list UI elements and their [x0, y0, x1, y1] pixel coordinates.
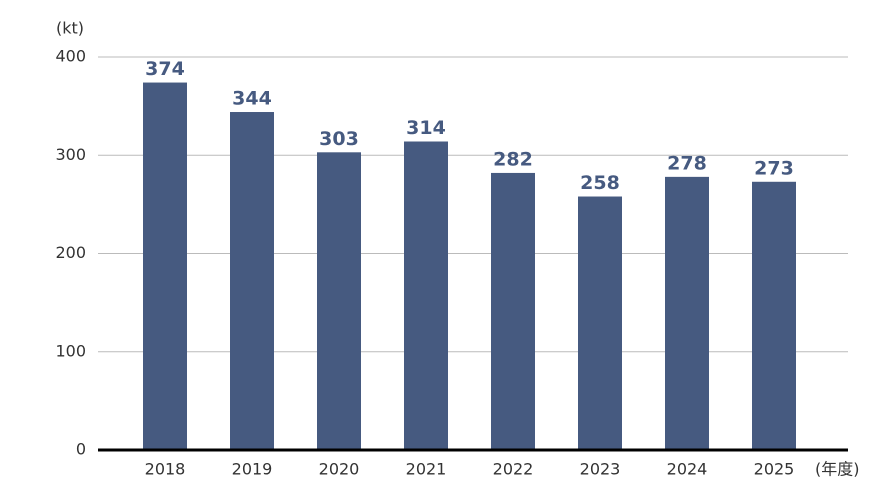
- y-tick-label: 100: [55, 341, 86, 360]
- value-label: 374: [145, 58, 185, 80]
- x-tick-label: 2021: [406, 460, 447, 479]
- bar: [578, 196, 622, 450]
- value-label: 303: [319, 128, 359, 150]
- x-tick-label: 2023: [580, 460, 621, 479]
- value-label: 314: [406, 117, 446, 139]
- y-tick-label: 400: [55, 47, 86, 66]
- x-tick-label: 2025: [754, 460, 795, 479]
- y-tick-label: 200: [55, 243, 86, 262]
- value-label: 282: [493, 148, 533, 170]
- x-axis-unit: (年度): [815, 460, 860, 479]
- y-tick-label: 300: [55, 145, 86, 164]
- bar: [230, 112, 274, 451]
- bar: [143, 82, 187, 451]
- value-label: 344: [232, 88, 272, 110]
- bar: [317, 152, 361, 451]
- bar: [491, 172, 535, 450]
- value-label: 258: [580, 172, 620, 194]
- x-tick-label: 2024: [667, 460, 708, 479]
- x-tick-label: 2018: [145, 460, 186, 479]
- bar: [665, 176, 709, 451]
- y-axis-unit: (kt): [56, 19, 84, 38]
- bar: [404, 141, 448, 450]
- x-tick-label: 2019: [232, 460, 273, 479]
- x-tick-label: 2020: [319, 460, 360, 479]
- bar: [752, 181, 796, 450]
- value-label: 278: [667, 152, 707, 174]
- x-tick-label: 2022: [493, 460, 534, 479]
- y-tick-label: 0: [76, 440, 86, 459]
- value-label: 273: [754, 157, 794, 179]
